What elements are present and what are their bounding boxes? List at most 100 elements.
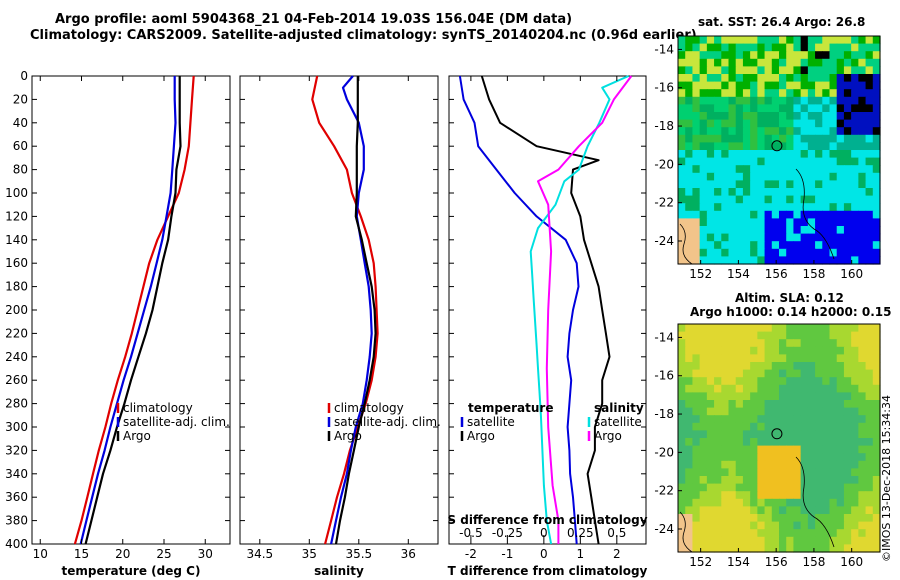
sla-map-cell xyxy=(721,369,730,378)
sla-map-cell xyxy=(829,438,838,447)
sla-map-cell xyxy=(721,362,730,371)
sla-map-cell xyxy=(793,354,802,363)
sla-map-cell xyxy=(851,415,859,424)
sla-map-cell xyxy=(764,384,773,393)
sst-map-cell xyxy=(742,218,751,227)
sst-map-cell xyxy=(721,188,730,197)
sla-map-cell xyxy=(807,377,816,386)
sla-map-cell xyxy=(750,369,758,378)
sst-map-cell xyxy=(829,134,838,143)
sla-map-cell xyxy=(721,384,730,393)
sst-map-cell xyxy=(793,165,802,174)
sla-map-cell xyxy=(735,324,744,333)
sst-map-cell xyxy=(865,58,874,67)
sst-map-cell xyxy=(764,96,773,105)
sla-map-cell xyxy=(815,468,823,477)
sla-map-cell xyxy=(678,521,686,530)
sst-map-cell xyxy=(678,112,686,121)
sla-map-cell xyxy=(721,324,730,333)
sst-map-cell xyxy=(786,51,795,60)
sst-map-cell xyxy=(721,218,730,227)
sla-map-cell xyxy=(692,400,701,409)
sst-map-cell xyxy=(692,226,701,235)
sst-map-cell xyxy=(692,119,701,128)
sla-map-cell xyxy=(764,422,773,431)
sst-map-cell xyxy=(699,157,708,166)
sst-map-cell xyxy=(779,180,787,189)
sla-map-cell xyxy=(851,392,859,401)
sla-map-cell xyxy=(865,400,874,409)
difference-x2tick-label: 0 xyxy=(540,526,548,540)
sla-map-cell xyxy=(706,491,715,500)
salinity-series-argo xyxy=(334,76,377,545)
sla-map-cell xyxy=(742,400,751,409)
sst-map-cell xyxy=(807,142,816,151)
sst-map-cell xyxy=(771,210,780,219)
sla-map-cell xyxy=(829,498,838,507)
sst-map-xtick-label: 160 xyxy=(840,267,863,281)
sst-map-cell xyxy=(721,256,730,265)
sst-map-cell xyxy=(685,142,694,151)
sla-map-cell xyxy=(742,354,751,363)
sla-map-cell xyxy=(714,460,722,469)
sst-map-cell xyxy=(836,157,845,166)
sla-map-cell xyxy=(692,377,701,386)
sst-map-cell xyxy=(851,241,859,250)
sst-map-cell xyxy=(843,233,852,242)
sla-map-cell xyxy=(771,422,780,431)
sst-map-cell xyxy=(771,58,780,67)
sla-map-cell xyxy=(735,430,744,439)
sst-map-cell xyxy=(699,233,708,242)
sst-map-cell xyxy=(735,157,744,166)
sla-map-cell xyxy=(771,506,780,515)
sla-map-cell xyxy=(735,400,744,409)
depth-ytick-label: 260 xyxy=(5,373,28,387)
sst-map-cell xyxy=(706,119,715,128)
sla-map-cell xyxy=(843,400,852,409)
temperature-xtick-label: 20 xyxy=(115,547,130,561)
sst-map-cell xyxy=(800,89,809,98)
sst-map-cell xyxy=(685,218,694,227)
sla-map-cell xyxy=(721,407,730,416)
sst-map-cell xyxy=(779,226,787,235)
sst-map-cell xyxy=(692,165,701,174)
sst-map-cell xyxy=(872,218,881,227)
sst-map-cell xyxy=(728,226,737,235)
sla-map-cell xyxy=(742,324,751,333)
sst-map-cell xyxy=(692,218,701,227)
sst-map-cell xyxy=(829,36,838,45)
sla-map-cell xyxy=(793,407,802,416)
sla-map-cell xyxy=(764,468,773,477)
sla-map-cell xyxy=(678,491,686,500)
sst-map-cell xyxy=(793,218,802,227)
sla-map-cell xyxy=(865,536,874,545)
sla-map-cell xyxy=(872,339,881,348)
sst-map-cell xyxy=(800,58,809,67)
sst-map-cell xyxy=(750,81,758,90)
sla-map-cell xyxy=(706,544,715,553)
sla-map-cell xyxy=(800,346,809,355)
sst-map-cell xyxy=(843,241,852,250)
sla-map-cell xyxy=(822,422,831,431)
sla-map-cell xyxy=(728,392,737,401)
sla-map-cell xyxy=(706,536,715,545)
sst-map-cell xyxy=(793,36,802,45)
sla-map-cell xyxy=(807,407,816,416)
sst-map-cell xyxy=(800,256,809,265)
sla-map-cell xyxy=(843,476,852,485)
sla-map-cell xyxy=(865,476,874,485)
sla-map-cell xyxy=(699,331,708,340)
sst-map-cell xyxy=(822,203,831,212)
sla-map-cell xyxy=(858,529,867,538)
sla-map-cell xyxy=(699,521,708,530)
sst-map-cell xyxy=(678,89,686,98)
sla-map-cell xyxy=(800,536,809,545)
sla-map-cell xyxy=(807,483,816,492)
sla-map-cell xyxy=(836,506,845,515)
sst-map-cell xyxy=(815,233,823,242)
sla-map-cell xyxy=(807,369,816,378)
sla-map-cell xyxy=(764,400,773,409)
sst-map-cell xyxy=(771,89,780,98)
sst-map-cell xyxy=(757,150,766,159)
sla-map-cell xyxy=(786,544,795,553)
